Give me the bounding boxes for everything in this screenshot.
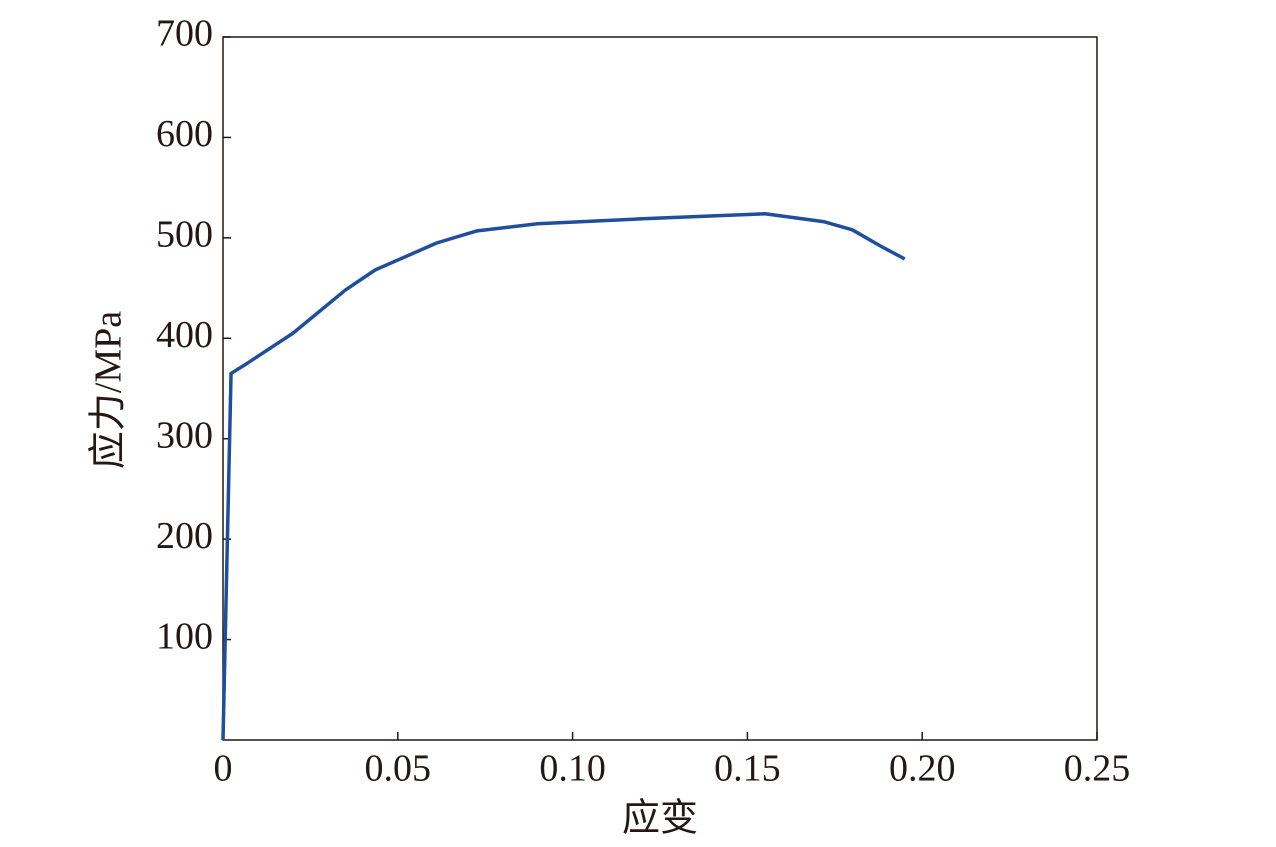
- plot-frame: [222, 36, 1098, 741]
- x-axis-label: 应变: [622, 798, 698, 840]
- x-tick-label: 0.05: [365, 748, 432, 790]
- x-tick-label: 0: [214, 748, 233, 790]
- x-tick-label: 0.20: [889, 748, 956, 790]
- y-axis-label: 应力/MPa: [88, 311, 130, 469]
- x-tick-label: 0.10: [539, 748, 606, 790]
- x-tick-label: 0.15: [714, 748, 781, 790]
- y-tick-label: 100: [156, 615, 213, 657]
- y-tick-label: 300: [156, 414, 213, 456]
- data-line: [221, 212, 906, 741]
- y-tick-label: 400: [156, 314, 213, 356]
- x-tick-label: 0.25: [1064, 748, 1131, 790]
- y-tick-label: 500: [156, 214, 213, 256]
- y-tick-label: 200: [156, 515, 213, 557]
- y-tick-label: 600: [156, 113, 213, 155]
- y-tick-label: 700: [156, 13, 213, 55]
